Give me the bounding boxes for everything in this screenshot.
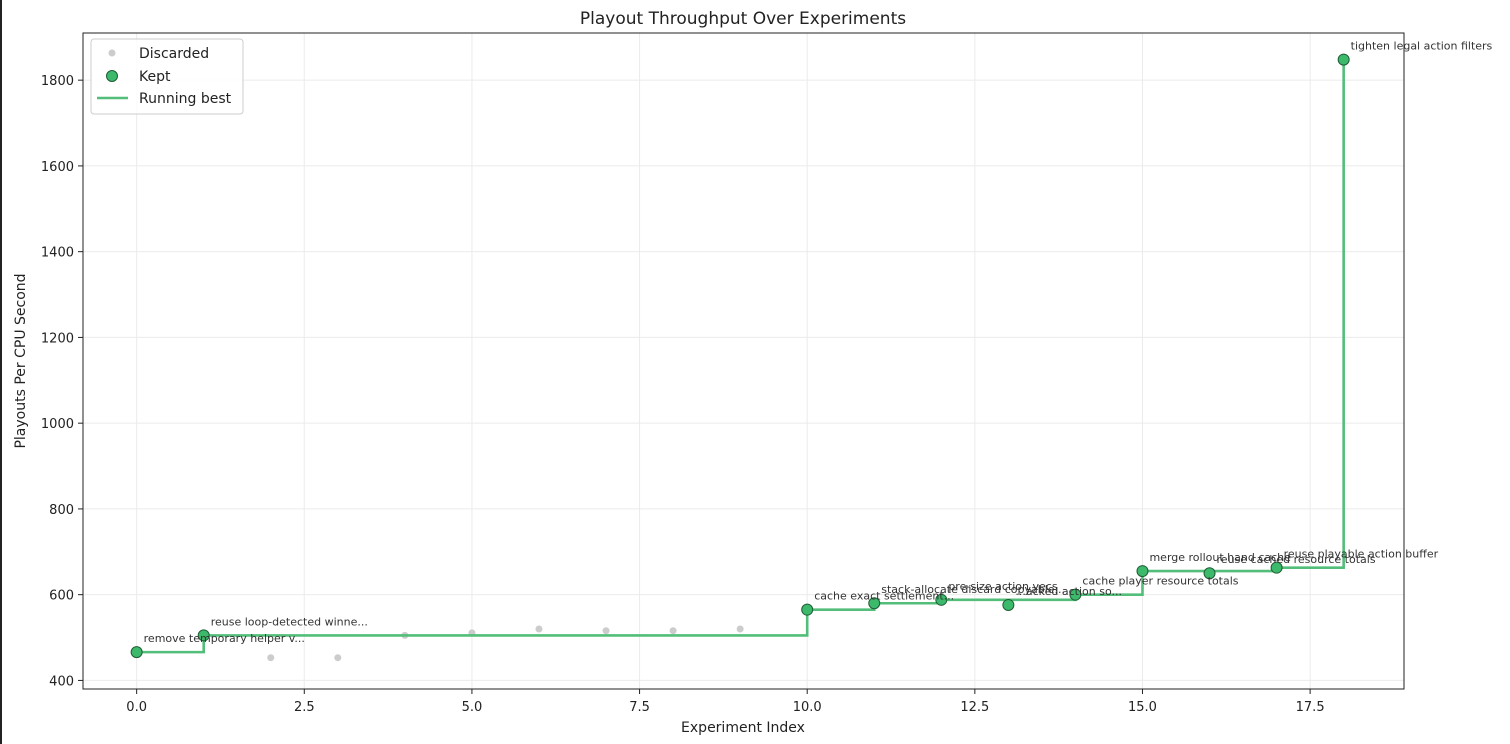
kept-point-annotation: pre-size action vecs	[948, 580, 1058, 593]
kept-point-annotation: ...acked action so...	[1015, 585, 1122, 598]
point-annotations: remove temporary helper v... reuse loop-d…	[144, 40, 1493, 646]
kept-point	[197, 629, 210, 642]
x-tick-label: 5.0	[462, 700, 483, 715]
x-tick-label: 10.0	[793, 700, 822, 715]
kept-point-annotation: cache exact settlement...	[814, 590, 954, 603]
x-axis-ticks: 0.0 2.5 5.0 7.5 10.0 12.5 15.0 17.5	[126, 689, 1325, 715]
legend-box	[90, 38, 244, 115]
legend-discarded-label: Discarded	[139, 46, 209, 62]
y-tick-label: 400	[49, 674, 74, 689]
kept-point	[130, 646, 143, 659]
kept-point	[868, 597, 881, 610]
kept-point-annotation: reuse loop-detected winne...	[211, 615, 368, 628]
kept-point	[1270, 561, 1283, 574]
y-tick-label: 600	[49, 589, 74, 604]
x-tick-label: 0.0	[126, 700, 147, 715]
x-axis-label: Experiment Index	[681, 720, 805, 736]
kept-point-annotation: cache player resource totals	[1082, 575, 1238, 588]
x-tick-label: 7.5	[629, 700, 650, 715]
y-tick-label: 1200	[41, 331, 74, 346]
discarded-point	[669, 627, 677, 635]
kept-point-annotation: remove temporary helper v...	[144, 632, 305, 645]
y-tick-label: 1600	[41, 160, 74, 175]
kept-point	[801, 603, 814, 616]
y-axis-ticks: 400 600 800 1000 1200 1400 1600 1800	[41, 74, 83, 689]
kept-point-annotation: reuse cached resource totals	[1217, 553, 1376, 566]
y-tick-label: 1400	[41, 246, 74, 261]
kept-series	[130, 53, 1350, 659]
legend-kept-label: Kept	[139, 69, 171, 85]
grid-lines	[83, 33, 1404, 689]
x-tick-label: 2.5	[294, 700, 315, 715]
y-tick-label: 1800	[41, 74, 74, 89]
y-axis-label: Playouts Per CPU Second	[13, 273, 29, 448]
kept-point	[935, 593, 948, 606]
kept-point-annotation: tighten legal action filters	[1351, 40, 1493, 53]
x-tick-label: 15.0	[1128, 700, 1157, 715]
y-tick-label: 800	[49, 503, 74, 518]
plot-area	[82, 32, 1405, 690]
legend-discarded-marker	[108, 49, 116, 57]
chart-title: Playout Throughput Over Experiments	[580, 9, 906, 29]
y-tick-label: 1000	[41, 417, 74, 432]
legend-running-best-label: Running best	[139, 91, 232, 107]
kept-point	[1069, 588, 1082, 601]
discarded-point	[602, 627, 610, 635]
kept-point	[1136, 565, 1149, 578]
discarded-point	[535, 625, 543, 633]
kept-point-annotation: merge rollout hand cache	[1149, 551, 1291, 564]
discarded-point	[267, 654, 275, 662]
legend-kept-marker	[106, 70, 118, 82]
legend: Discarded Kept Running best	[90, 38, 244, 115]
kept-point	[1337, 53, 1350, 66]
x-tick-label: 17.5	[1296, 700, 1325, 715]
kept-point-annotation: reuse playable action buffer	[1284, 548, 1439, 561]
kept-point-annotation: stack-allocate discard copyable...	[881, 583, 1065, 596]
discarded-series	[267, 625, 744, 662]
discarded-point	[334, 654, 342, 662]
x-tick-label: 12.5	[960, 700, 989, 715]
discarded-point	[736, 625, 744, 633]
kept-point	[1203, 567, 1216, 580]
kept-point	[1002, 598, 1015, 611]
